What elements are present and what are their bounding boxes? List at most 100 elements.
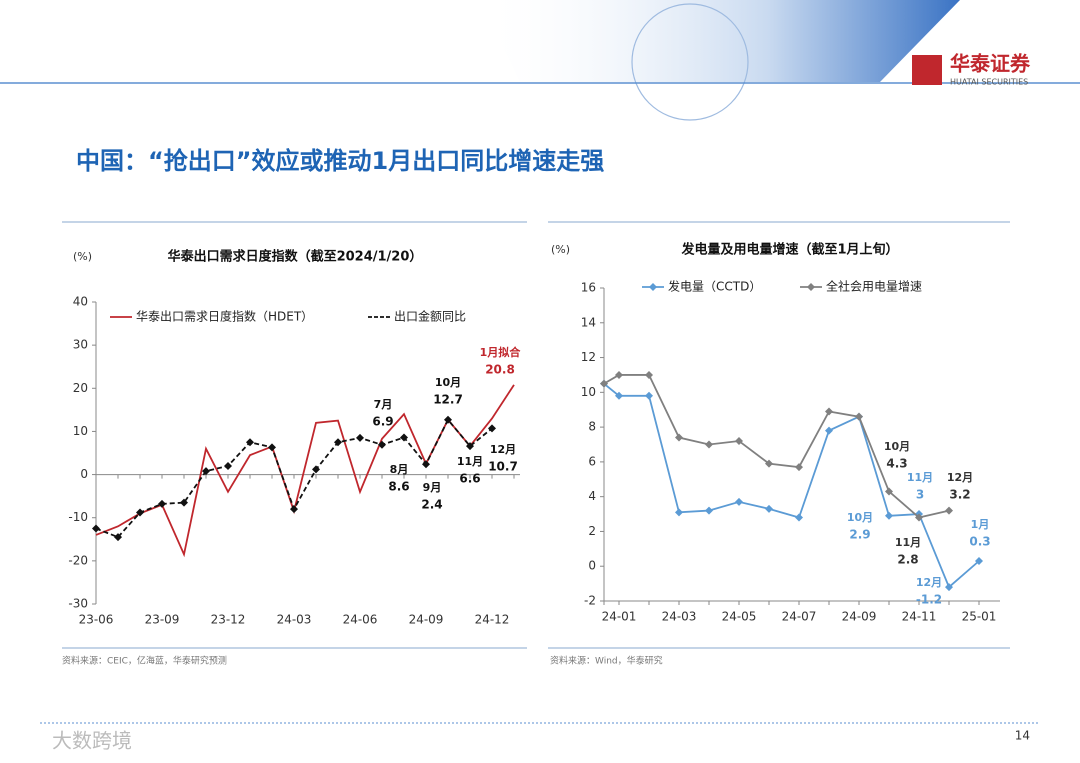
x-tick-label: 24-12 bbox=[475, 613, 510, 627]
annotation-label: 8月 bbox=[390, 463, 409, 476]
marker bbox=[202, 467, 210, 476]
logo-name: 华泰证券 bbox=[950, 52, 1031, 76]
marker bbox=[765, 504, 773, 513]
marker bbox=[645, 391, 653, 400]
x-tick-label: 24-09 bbox=[842, 610, 877, 624]
annotation-value: 4.3 bbox=[886, 457, 907, 471]
annotation-value: 2.9 bbox=[849, 528, 870, 542]
marker bbox=[705, 440, 713, 449]
annotation-value: 2.8 bbox=[897, 553, 918, 567]
annotation-label: 9月 bbox=[423, 481, 442, 494]
annotation-value: 3 bbox=[916, 488, 924, 502]
marker bbox=[885, 487, 893, 496]
annotation-label: 12月 bbox=[916, 576, 942, 589]
marker bbox=[114, 533, 122, 542]
annotation-value: 0.3 bbox=[969, 535, 990, 549]
marker bbox=[735, 437, 743, 446]
annotation-label: 11月 bbox=[457, 455, 483, 468]
annotation-value: 3.2 bbox=[949, 488, 970, 502]
annotation-value: 10.7 bbox=[488, 460, 518, 474]
y-tick-label: 10 bbox=[73, 424, 88, 438]
y-tick-label: 2 bbox=[588, 524, 596, 538]
x-tick-label: 23-06 bbox=[79, 613, 114, 627]
x-tick-label: 24-07 bbox=[782, 610, 817, 624]
chart-title: 华泰出口需求日度指数（截至2024/1/20） bbox=[168, 249, 423, 265]
marker bbox=[705, 506, 713, 515]
page-number: 14 bbox=[1015, 729, 1030, 743]
y-tick-label: 30 bbox=[73, 338, 88, 352]
annotation-label: 11月 bbox=[907, 471, 933, 484]
annotation-label: 10月 bbox=[847, 511, 873, 524]
marker bbox=[885, 511, 893, 520]
x-tick-label: 24-01 bbox=[602, 610, 637, 624]
y-tick-label: -10 bbox=[68, 510, 88, 524]
legend-label: 出口金额同比 bbox=[394, 309, 466, 324]
x-tick-label: 23-09 bbox=[145, 613, 180, 627]
x-tick-label: 24-05 bbox=[722, 610, 757, 624]
marker bbox=[975, 557, 983, 566]
series-line bbox=[95, 384, 515, 558]
y-tick-label: -20 bbox=[68, 553, 88, 567]
y-unit: (%) bbox=[73, 250, 92, 263]
legend-marker bbox=[807, 283, 815, 291]
source: 资料来源：Wind，华泰研究 bbox=[550, 655, 663, 667]
legend-label: 全社会用电量增速 bbox=[826, 279, 922, 294]
marker bbox=[795, 463, 803, 472]
x-tick-label: 23-12 bbox=[211, 613, 246, 627]
marker bbox=[615, 370, 623, 379]
y-tick-label: 6 bbox=[588, 454, 596, 468]
marker bbox=[645, 370, 653, 379]
globe bbox=[631, 3, 749, 121]
x-tick-label: 24-11 bbox=[902, 610, 937, 624]
marker bbox=[92, 524, 100, 533]
annotation-value: 20.8 bbox=[485, 363, 515, 377]
marker bbox=[180, 498, 188, 507]
legend-label: 发电量（CCTD） bbox=[668, 279, 761, 294]
annotation-value: 6.6 bbox=[459, 472, 480, 486]
marker bbox=[945, 506, 953, 515]
y-tick-label: 14 bbox=[581, 315, 596, 329]
marker bbox=[600, 379, 608, 388]
marker bbox=[224, 461, 232, 470]
y-unit: (%) bbox=[551, 243, 570, 256]
banner bbox=[480, 0, 960, 82]
marker bbox=[356, 433, 364, 442]
marker bbox=[825, 407, 833, 416]
annotation-label: 11月 bbox=[895, 536, 921, 549]
logo-subtitle: HUATAI SECURITIES bbox=[950, 78, 1028, 87]
chart-title: 发电量及用电量增速（截至1月上旬） bbox=[680, 242, 898, 258]
marker bbox=[675, 508, 683, 517]
annotation-value: 6.9 bbox=[372, 415, 393, 429]
marker bbox=[915, 513, 923, 522]
marker bbox=[312, 465, 320, 474]
marker bbox=[444, 415, 452, 424]
series-line bbox=[603, 382, 980, 589]
annotation-label: 7月 bbox=[374, 398, 393, 411]
slide-title: 中国：“抢出口”效应或推动1月出口同比增速走强 bbox=[76, 147, 604, 175]
marker bbox=[488, 424, 496, 433]
y-tick-label: -30 bbox=[68, 597, 88, 611]
marker bbox=[675, 433, 683, 442]
marker bbox=[855, 412, 863, 421]
x-tick-label: 24-03 bbox=[277, 613, 312, 627]
marker bbox=[268, 443, 276, 452]
x-tick-label: 24-09 bbox=[409, 613, 444, 627]
x-tick-label: 25-01 bbox=[962, 610, 997, 624]
marker bbox=[945, 583, 953, 592]
marker bbox=[246, 438, 254, 447]
y-tick-label: 40 bbox=[73, 295, 88, 309]
marker bbox=[290, 505, 298, 514]
y-tick-label: 0 bbox=[80, 467, 88, 481]
y-tick-label: 12 bbox=[581, 350, 596, 364]
source: 资料来源：CEIC，亿海蓝，华泰研究预测 bbox=[62, 655, 227, 667]
y-tick-label: 20 bbox=[73, 381, 88, 395]
marker bbox=[334, 438, 342, 447]
marker bbox=[136, 508, 144, 517]
y-tick-label: 8 bbox=[588, 420, 596, 434]
annotation-label: 10月 bbox=[435, 376, 461, 389]
marker bbox=[615, 391, 623, 400]
annotation-value: 12.7 bbox=[433, 393, 463, 407]
marker bbox=[158, 499, 166, 508]
